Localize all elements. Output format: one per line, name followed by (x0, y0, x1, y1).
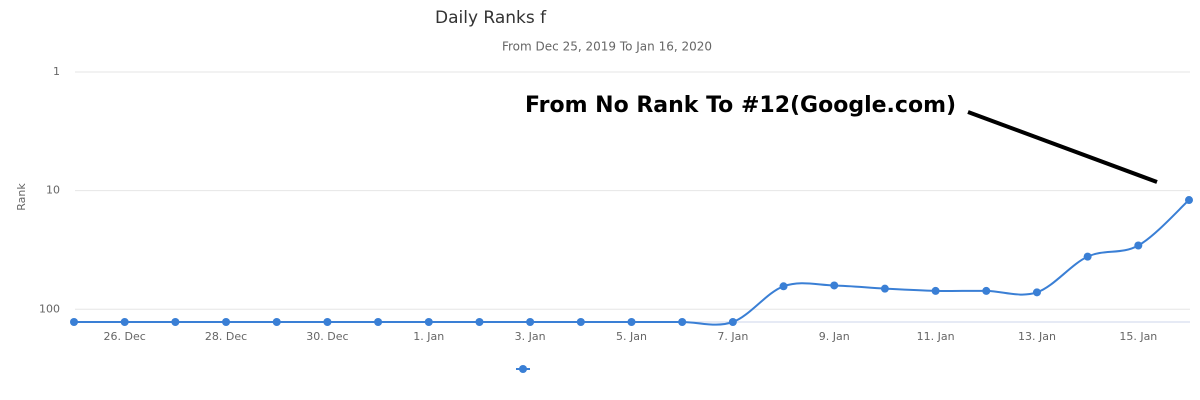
data-point (931, 286, 940, 295)
data-point (728, 318, 737, 326)
data-point (779, 282, 788, 291)
data-point (70, 318, 78, 326)
data-point (576, 318, 585, 326)
data-point (982, 286, 991, 295)
data-point (120, 318, 129, 326)
data-point (475, 318, 484, 326)
x-tick-label: 5. Jan (616, 330, 647, 343)
data-point (171, 318, 180, 326)
x-tick-label: 15. Jan (1119, 330, 1157, 343)
data-point (1083, 252, 1092, 261)
legend-marker (519, 365, 527, 373)
data-point (830, 281, 839, 290)
data-point (222, 318, 231, 326)
x-tick-label: 7. Jan (717, 330, 748, 343)
x-tick-label: 11. Jan (917, 330, 955, 343)
data-point (374, 318, 383, 326)
data-point (1134, 241, 1143, 250)
data-point (323, 318, 332, 326)
annotation-arrow (967, 110, 1158, 184)
data-point (1185, 196, 1193, 205)
chart-subtitle: From Dec 25, 2019 To Jan 16, 2020 (502, 40, 712, 54)
data-point (272, 318, 281, 326)
y-tick-label: 1 (53, 65, 60, 78)
x-tick-label: 30. Dec (306, 330, 348, 343)
x-tick-label: 13. Jan (1018, 330, 1056, 343)
x-tick-label: 9. Jan (819, 330, 850, 343)
y-axis-label: Rank (15, 183, 28, 211)
data-point (424, 318, 433, 326)
data-point (1032, 288, 1041, 297)
x-tick-label: 1. Jan (413, 330, 444, 343)
annotation: From No Rank To #12(Google.com) (525, 93, 956, 118)
x-tick-label: 3. Jan (515, 330, 546, 343)
x-tick-label: 28. Dec (205, 330, 247, 343)
data-point (627, 318, 636, 326)
chart-title: Daily Ranks f (435, 8, 547, 28)
series-line (74, 199, 1190, 326)
data-point (526, 318, 535, 326)
data-point (678, 318, 687, 326)
y-tick-label: 10 (46, 184, 60, 197)
x-tick-label: 26. Dec (104, 330, 146, 343)
y-tick-label: 100 (39, 302, 60, 315)
data-point (880, 284, 889, 293)
